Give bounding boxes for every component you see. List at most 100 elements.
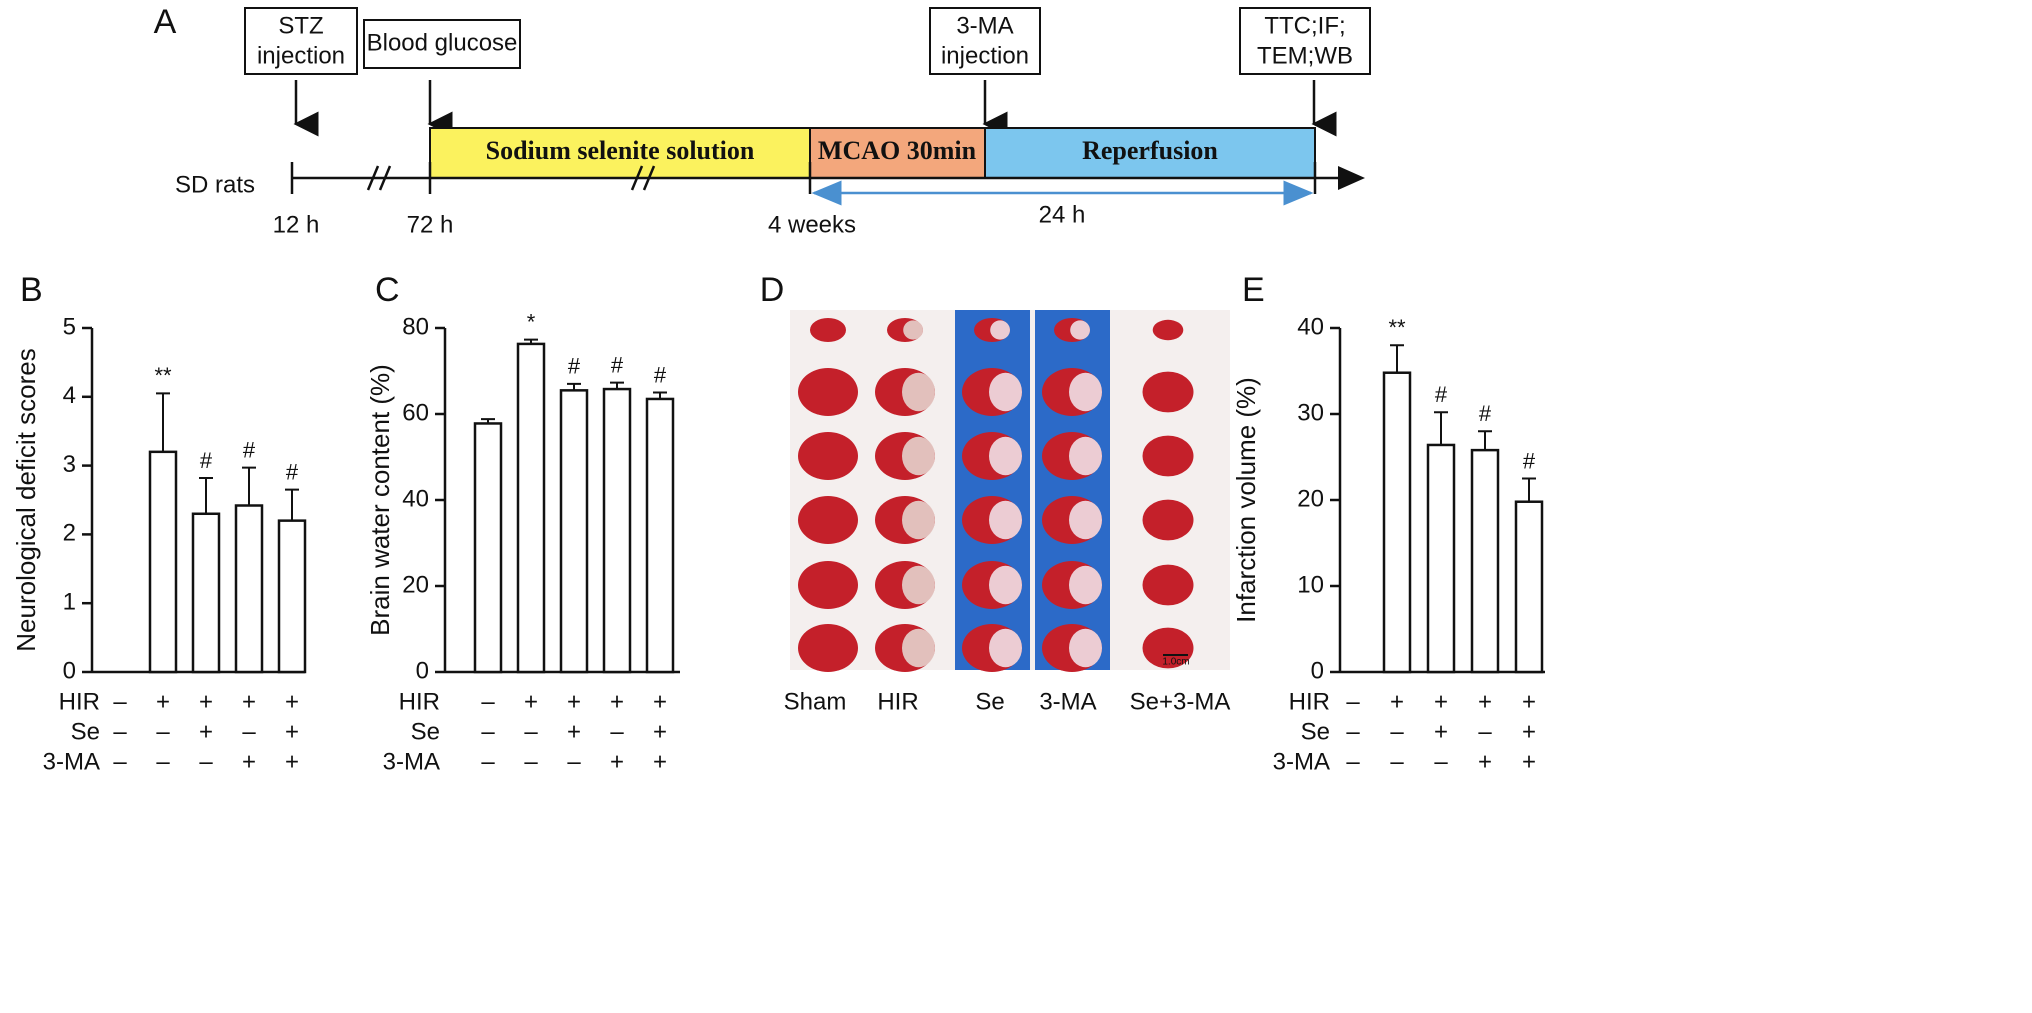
condition-sign: + (1522, 718, 1536, 745)
condition-sign: – (113, 688, 127, 715)
phase-bar (984, 127, 1316, 179)
y-tick-label: 0 (1311, 657, 1324, 684)
error-bar (1522, 477, 1536, 502)
y-axis-label: Brain water content (%) (365, 364, 395, 636)
error-bar (653, 391, 667, 399)
infarct (989, 436, 1022, 476)
condition-sign: + (567, 718, 581, 745)
group-label: HIR (877, 688, 918, 715)
brain-slice (798, 561, 858, 609)
condition-sign: – (156, 748, 170, 775)
condition-label: 3-MA (1273, 748, 1330, 775)
condition-sign: + (1522, 748, 1536, 775)
brain-slice (1142, 627, 1194, 669)
y-axis-label: Neurological deficit scores (11, 348, 41, 651)
significance-label: ** (154, 363, 172, 388)
condition-sign: + (285, 748, 299, 775)
y-tick-label: 0 (63, 657, 76, 684)
box (1239, 7, 1371, 75)
condition-sign: – (242, 718, 256, 745)
bar (148, 450, 178, 674)
box-text: injection (941, 42, 1029, 69)
brain-slice (1142, 564, 1194, 606)
y-tick-label: 10 (1297, 571, 1324, 598)
condition-sign: + (242, 748, 256, 775)
condition-label: 3-MA (383, 748, 440, 775)
error-bar (1434, 411, 1448, 445)
scale-label: 1.0cm (1162, 657, 1189, 668)
box-text: injection (257, 42, 345, 69)
infarct (990, 320, 1010, 340)
bar (191, 512, 221, 674)
condition-sign: + (567, 688, 581, 715)
image-panel: D 1.0cm Sham HIR Se 3-MA Se+3-MA (760, 271, 1231, 715)
panel-label: D (760, 271, 785, 309)
panel-label: E (1242, 271, 1265, 309)
condition-sign: – (156, 718, 170, 745)
infarct (989, 500, 1022, 540)
brain-slice (1142, 371, 1194, 413)
condition-sign: + (1522, 688, 1536, 715)
y-tick-label: 4 (63, 382, 76, 409)
condition-sign: – (199, 748, 213, 775)
condition-label: Se (411, 718, 440, 745)
brain-slice (798, 496, 858, 544)
condition-sign: + (524, 688, 538, 715)
condition-label: Se (1301, 718, 1330, 745)
brain-slices (798, 318, 1194, 672)
condition-sign: + (653, 688, 667, 715)
condition-sign: – (1346, 688, 1360, 715)
condition-label: HIR (399, 688, 440, 715)
significance-label: # (286, 459, 299, 484)
phase-bar (809, 127, 986, 179)
significance-label: # (1523, 448, 1536, 473)
box (244, 7, 358, 75)
condition-label: Se (71, 718, 100, 745)
photo-background (1035, 310, 1110, 670)
condition-sign: + (1390, 688, 1404, 715)
condition-sign: + (285, 718, 299, 745)
brain-slice (810, 318, 846, 342)
y-tick-label: 2 (63, 520, 76, 547)
significance-label: # (1435, 382, 1448, 407)
error-bar (242, 466, 256, 506)
error-bar (524, 338, 538, 344)
infarct (1069, 436, 1102, 476)
photo-background (955, 310, 1030, 670)
bar (1382, 371, 1412, 674)
y-tick-label: 20 (1297, 485, 1324, 512)
y-axis-label: Infarction volume (%) (1231, 377, 1261, 623)
significance-label: ** (1388, 315, 1406, 340)
axis-arrowhead (1338, 166, 1365, 190)
y-tick-label: 40 (402, 485, 429, 512)
condition-sign: + (199, 688, 213, 715)
significance-label: # (1479, 401, 1492, 426)
infarct (1070, 320, 1090, 340)
error-bar (285, 488, 299, 521)
group-label: 3-MA (1039, 688, 1096, 715)
condition-label: HIR (59, 688, 100, 715)
bar (1514, 500, 1544, 674)
y-tick-label: 60 (402, 399, 429, 426)
condition-sign: – (481, 748, 495, 775)
y-tick-label: 40 (1297, 313, 1324, 340)
box-text: Blood glucose (367, 29, 518, 56)
condition-sign: – (113, 748, 127, 775)
y-tick-label: 20 (402, 571, 429, 598)
significance-label: # (568, 354, 581, 379)
error-bar (481, 418, 495, 424)
axis-break (366, 165, 656, 191)
infarct (902, 372, 935, 412)
brain-slice (798, 624, 858, 672)
panel-label: C (375, 271, 400, 309)
significance-label: * (527, 309, 536, 334)
condition-sign: – (1346, 748, 1360, 775)
brain-slice (1142, 499, 1194, 541)
infarct (989, 372, 1022, 412)
condition-sign: – (1390, 748, 1404, 775)
box-text: TEM;WB (1257, 42, 1353, 69)
condition-sign: + (1478, 748, 1492, 775)
condition-sign: + (653, 718, 667, 745)
error-bar (156, 392, 170, 452)
